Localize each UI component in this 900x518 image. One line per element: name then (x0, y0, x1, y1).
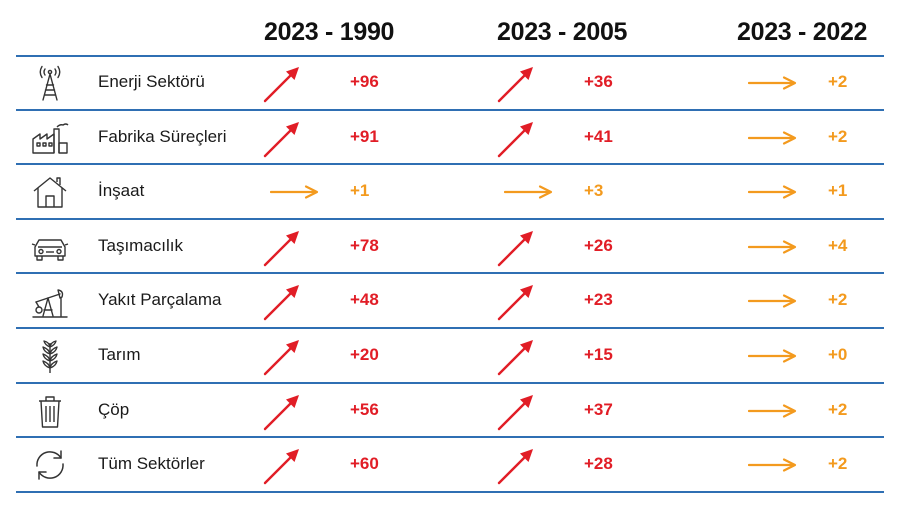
row-divider (16, 272, 884, 275)
row-divider (16, 217, 884, 220)
change-value: +91 (350, 126, 379, 146)
change-value: +2 (828, 399, 848, 419)
arrow-up-right-icon (496, 282, 536, 327)
arrow-up-right-icon (262, 64, 302, 109)
change-value: +20 (350, 345, 379, 364)
arrow-up-right-icon (496, 64, 536, 109)
change-value: +23 (584, 290, 613, 310)
table-row: Yakıt Parçalama +48 +23 +2 (16, 274, 884, 328)
transmission-tower-icon (30, 64, 70, 102)
table-row: Çöp +56 +37 +2 (16, 384, 884, 438)
arrow-right-icon (747, 130, 798, 150)
change-value: +2 (828, 290, 848, 310)
column-header-1990: 2023 - 1990 (264, 18, 395, 46)
sector-label: Tüm Sektörler (98, 454, 205, 474)
arrow-up-right-icon (496, 446, 536, 491)
arrow-up-right-icon (262, 337, 302, 382)
change-value: +4 (828, 235, 848, 255)
arrow-right-icon (747, 349, 798, 368)
change-value: +26 (584, 235, 613, 255)
arrow-right-icon (747, 403, 798, 423)
wheat-icon (30, 337, 70, 375)
change-value: +41 (584, 126, 613, 146)
table-row: Taşımacılık +78 +26 +4 (16, 220, 884, 274)
arrow-right-icon (747, 294, 798, 313)
table-header: 2023 - 1990 2023 - 2005 2023 - 2022 (0, 18, 900, 54)
header-divider (16, 55, 884, 57)
arrow-up-right-icon (262, 282, 302, 327)
change-value: +3 (584, 181, 604, 201)
change-value: +48 (350, 290, 379, 310)
row-divider (16, 108, 884, 111)
arrow-right-icon (747, 458, 798, 477)
table-row: Tüm Sektörler +60 +28 +2 (16, 438, 884, 492)
change-value: +78 (350, 235, 379, 255)
arrow-up-right-icon (262, 446, 302, 491)
change-value: +0 (828, 345, 848, 364)
arrow-right-icon (747, 240, 798, 259)
arrow-right-icon (747, 185, 798, 204)
change-value: +2 (828, 454, 848, 474)
table-row: Tarım +20 +15 +0 (16, 329, 884, 383)
change-value: +1 (828, 181, 848, 201)
sector-label: Tarım (98, 345, 141, 364)
house-icon (30, 173, 70, 211)
car-icon (30, 228, 70, 266)
sector-label: Çöp (98, 399, 130, 419)
change-value: +1 (350, 181, 370, 201)
row-divider (16, 381, 884, 384)
sector-label: Fabrika Süreçleri (98, 126, 227, 146)
column-header-2022: 2023 - 2022 (737, 18, 868, 46)
arrow-up-right-icon (496, 228, 536, 273)
table-row: İnşaat +1 +3 +1 (16, 165, 884, 219)
change-value: +28 (584, 454, 613, 474)
sector-label: Yakıt Parçalama (98, 290, 222, 310)
row-divider (16, 163, 884, 166)
arrow-up-right-icon (496, 392, 536, 437)
table-row: Fabrika Süreçleri +91 +41 +2 (16, 111, 884, 165)
change-value: +2 (828, 126, 848, 146)
arrow-up-right-icon (496, 119, 536, 164)
arrow-right-icon (503, 185, 554, 204)
factory-icon (30, 119, 70, 157)
change-value: +37 (584, 399, 613, 419)
row-divider (16, 327, 884, 329)
change-value: +36 (584, 72, 613, 91)
arrow-right-icon (269, 185, 320, 204)
change-value: +2 (828, 72, 848, 91)
arrow-up-right-icon (262, 228, 302, 273)
row-divider (16, 490, 884, 493)
sector-label: İnşaat (98, 181, 145, 201)
sector-label: Enerji Sektörü (98, 72, 205, 91)
table-row: Enerji Sektörü +96 +36 +2 (16, 56, 884, 110)
arrow-up-right-icon (262, 392, 302, 437)
change-value: +56 (350, 399, 379, 419)
column-header-2005: 2023 - 2005 (497, 18, 628, 46)
sector-label: Taşımacılık (98, 235, 184, 255)
row-divider (16, 436, 884, 439)
recycle-arrows-icon (30, 446, 70, 484)
change-value: +15 (584, 345, 613, 364)
trash-bin-icon (30, 392, 70, 430)
arrow-up-right-icon (496, 337, 536, 382)
oil-pump-icon (30, 282, 70, 320)
arrow-up-right-icon (262, 119, 302, 164)
change-value: +96 (350, 72, 379, 91)
change-value: +60 (350, 454, 379, 474)
arrow-right-icon (747, 76, 798, 95)
